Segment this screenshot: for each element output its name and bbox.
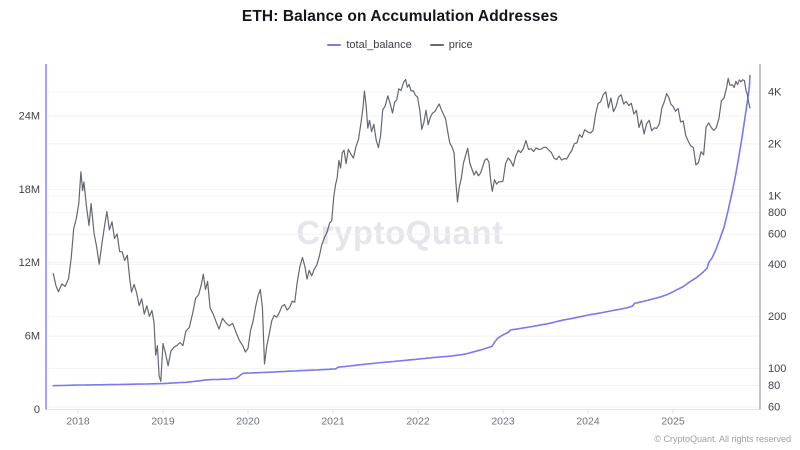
right-axis-tick-label-80: 80 [768, 380, 780, 392]
right-axis-tick-label-400: 400 [768, 259, 786, 271]
legend-swatch-price-icon [429, 44, 444, 46]
x-axis-label-2023: 2023 [491, 416, 515, 428]
right-axis-tick-label-800: 800 [768, 207, 786, 219]
right-axis-tick-label-1K: 1K [768, 190, 782, 202]
right-axis-tick-label-2K: 2K [768, 138, 782, 150]
legend-label-total-balance: total_balance [346, 39, 412, 51]
x-axis-label-2022: 2022 [406, 416, 430, 428]
right-axis-tick-label-600: 600 [768, 229, 786, 241]
right-axis-tick-label-4K: 4K [768, 86, 782, 98]
x-axis-label-2025: 2025 [661, 416, 685, 428]
x-axis-label-2020: 2020 [236, 416, 260, 428]
x-axis-label-2018: 2018 [66, 416, 90, 428]
legend-item-price[interactable]: price [429, 39, 473, 51]
x-axis-label-2024: 2024 [576, 416, 600, 428]
left-axis-tick-label-24M: 24M [19, 111, 40, 123]
right-axis-tick-label-200: 200 [768, 311, 786, 323]
x-axis-label-2019: 2019 [151, 416, 175, 428]
right-axis-tick-label-60: 60 [768, 402, 780, 414]
left-axis-tick-label-12M: 12M [19, 257, 40, 269]
copyright-footer: © CryptoQuant. All rights reserved [654, 434, 791, 444]
left-axis-tick-label-6M: 6M [25, 331, 40, 343]
left-axis-tick-label-18M: 18M [19, 184, 40, 196]
legend-item-total-balance[interactable]: total_balance [327, 39, 412, 51]
right-axis-tick-label-100: 100 [768, 363, 786, 375]
legend-swatch-total-balance-icon [327, 44, 342, 46]
series-line-total_balance [52, 74, 751, 387]
chart-legend: total_balance price [0, 39, 800, 51]
left-axis-tick-label-0: 0 [34, 404, 40, 416]
x-axis-label-2021: 2021 [321, 416, 345, 428]
chart-title: ETH: Balance on Accumulation Addresses [241, 8, 559, 25]
legend-label-price: price [448, 39, 473, 51]
series-line-price [52, 77, 751, 382]
